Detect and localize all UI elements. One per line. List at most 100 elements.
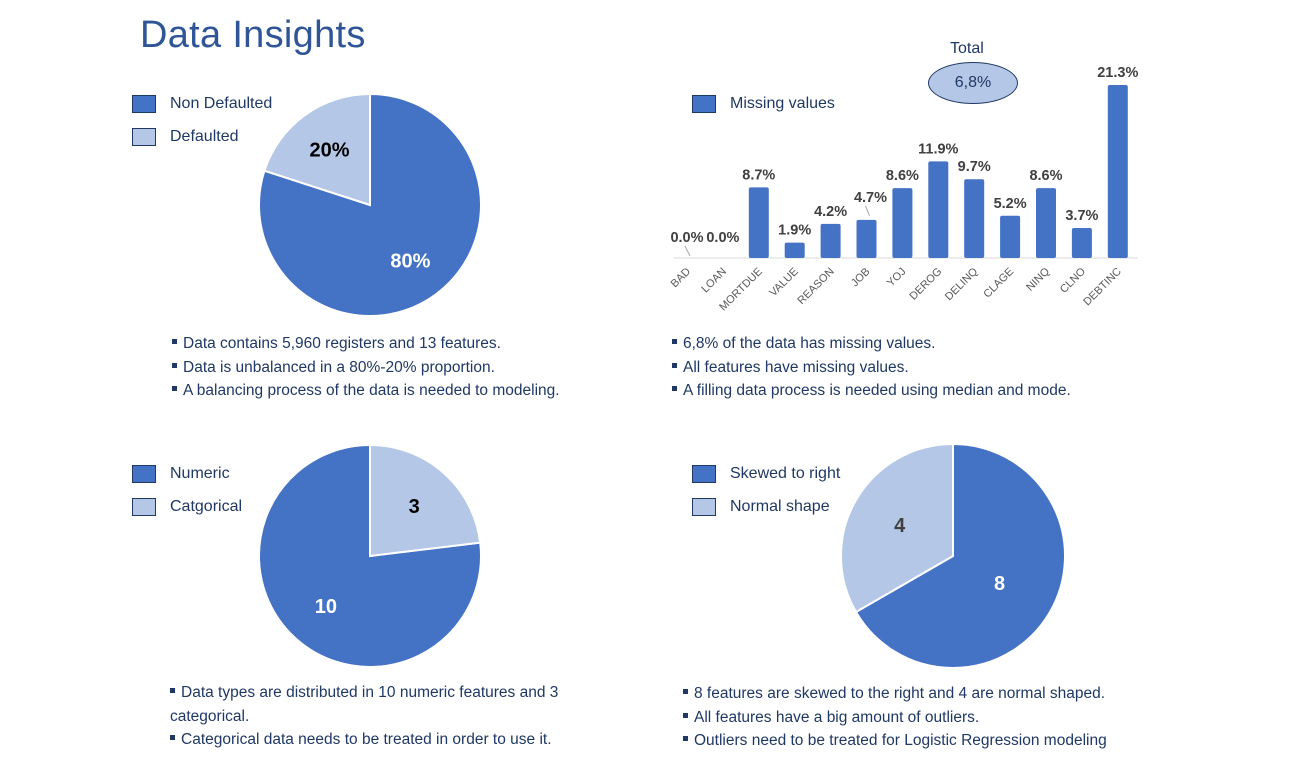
bullet-icon	[683, 712, 688, 718]
bar-data-label: 11.9%	[918, 141, 958, 157]
bar-mortdue	[748, 187, 769, 258]
bullet-item: Outliers need to be treated for Logistic…	[683, 729, 1107, 753]
bar-ninq	[1036, 188, 1056, 258]
pie-slice-normal-shape	[840, 442, 954, 614]
bar-derog	[928, 161, 949, 258]
bar-value	[784, 242, 805, 258]
bullet-icon	[170, 735, 175, 741]
page-title: Data Insights	[140, 14, 366, 56]
default-balance-pie-chart: 80% 20%	[258, 92, 482, 317]
bullet-item: All features have a big amount of outlie…	[683, 706, 1107, 730]
pie-slice-defaulted	[263, 92, 371, 207]
bullet-icon	[672, 386, 677, 392]
legend-numeric: Numeric	[132, 465, 230, 483]
x-tick-label: NINQ	[1024, 265, 1052, 293]
bullet-item: 8 features are skewed to the right and 4…	[683, 682, 1107, 706]
x-tick-label: DEBTINC	[1081, 266, 1124, 309]
legend-swatch-primary	[692, 95, 716, 113]
legend-swatch-primary	[132, 95, 156, 113]
legend-swatch-secondary	[692, 498, 716, 516]
shape-bullets: 8 features are skewed to the right and 4…	[683, 682, 1107, 753]
bullet-text: Data is unbalanced in a 80%-20% proporti…	[183, 358, 495, 376]
bullet-icon	[672, 362, 677, 368]
bullet-text: 6,8% of the data has missing values.	[683, 335, 936, 352]
pie-data-label: 4	[894, 515, 906, 537]
missing-bullets: 6,8% of the data has missing values. All…	[672, 332, 1071, 403]
bullet-text: All features have missing values.	[683, 358, 909, 376]
x-tick-label: JOB	[849, 266, 873, 290]
bar-data-label: 5.2%	[994, 196, 1027, 212]
legend-swatch-primary	[132, 465, 156, 483]
x-tick-label: VALUE	[767, 266, 800, 299]
bullet-text: Outliers need to be treated for Logistic…	[694, 732, 1107, 749]
bullet-icon	[170, 688, 175, 694]
pie-data-label: 8	[994, 573, 1005, 595]
x-tick-label: LOAN	[699, 266, 729, 296]
bullet-item: All features have missing values.	[672, 356, 1071, 380]
bullet-icon	[172, 362, 177, 368]
missing-values-bar-chart: 0.0%BAD0.0%LOAN8.7%MORTDUE1.9%VALUE4.2%R…	[669, 65, 1139, 313]
bar-data-label: 1.9%	[778, 223, 811, 239]
x-tick-label: YOJ	[885, 266, 909, 290]
bar-data-label: 4.2%	[814, 204, 847, 220]
bullet-item: 6,8% of the data has missing values.	[672, 332, 1071, 356]
legend-swatch-primary	[692, 465, 716, 483]
bullet-item: Data types are distributed in 10 numeric…	[170, 681, 630, 728]
bar-data-label: 0.0%	[670, 230, 703, 246]
bar-data-label: 9.7%	[958, 159, 991, 175]
bar-data-label: 8.6%	[1029, 168, 1062, 184]
pie-data-label: 80%	[390, 251, 430, 273]
legend-label: Skewed to right	[730, 465, 841, 482]
bar-data-label: 8.6%	[886, 168, 919, 184]
bullet-icon	[172, 386, 177, 392]
bullet-text: Categorical data needs to be treated in …	[181, 731, 552, 748]
legend-label: Missing values	[730, 95, 835, 112]
balance-bullets: Data contains 5,960 registers and 13 fea…	[172, 332, 560, 403]
legend-normal: Normal shape	[692, 498, 830, 516]
bullet-icon	[172, 339, 177, 345]
total-label: Total	[950, 40, 984, 57]
x-tick-label: DELINQ	[943, 265, 981, 303]
bullet-text: A balancing process of the data is neede…	[183, 382, 560, 399]
legend-label: Normal shape	[730, 498, 830, 515]
bar-data-label: 4.7%	[854, 190, 887, 206]
legend-label: Catgorical	[170, 498, 243, 515]
bar-data-label: 0.0%	[706, 230, 739, 246]
bar-clno	[1071, 227, 1092, 258]
legend-swatch-secondary	[132, 128, 156, 146]
bullet-icon	[683, 736, 688, 742]
bullet-item: Categorical data needs to be treated in …	[170, 728, 630, 752]
legend-label: Numeric	[170, 465, 230, 482]
pie-data-label: 10	[315, 596, 337, 618]
pie-data-label: 20%	[310, 139, 350, 161]
leader-line	[865, 205, 870, 217]
bullet-icon	[672, 339, 677, 345]
total-missing-badge: 6,8%	[928, 62, 1018, 104]
bullet-item: Data is unbalanced in a 80%-20% proporti…	[172, 356, 560, 380]
bullet-icon	[683, 689, 688, 695]
legend-non-defaulted: Non Defaulted	[132, 95, 272, 113]
data-types-pie-chart: 10 3	[258, 443, 482, 668]
x-tick-label: REASON	[795, 266, 836, 307]
leader-line	[684, 245, 691, 257]
bar-data-label: 3.7%	[1065, 208, 1098, 224]
pie-data-label: 3	[409, 496, 420, 518]
bullet-text: 8 features are skewed to the right and 4…	[694, 685, 1105, 702]
bar-job	[856, 219, 877, 258]
pie-slice-catgorical	[369, 443, 482, 558]
bar-yoj	[892, 188, 913, 258]
bullet-text: Data contains 5,960 registers and 13 fea…	[183, 335, 501, 352]
bullet-item: A balancing process of the data is neede…	[172, 379, 560, 403]
bar-reason	[820, 223, 841, 258]
bar-delinq	[964, 179, 985, 258]
total-missing-value: 6,8%	[954, 74, 992, 91]
bar-clage	[1000, 215, 1021, 258]
x-tick-label: CLAGE	[981, 266, 1016, 301]
legend-label: Defaulted	[170, 128, 239, 145]
x-tick-label: CLNO	[1058, 265, 1088, 295]
bar-data-label: 21.3%	[1097, 65, 1138, 81]
bar-data-label: 8.7%	[742, 167, 775, 183]
bullet-text: Data types are distributed in 10 numeric…	[170, 684, 559, 725]
legend-label: Non Defaulted	[170, 95, 273, 112]
bar-debtinc	[1107, 85, 1128, 258]
